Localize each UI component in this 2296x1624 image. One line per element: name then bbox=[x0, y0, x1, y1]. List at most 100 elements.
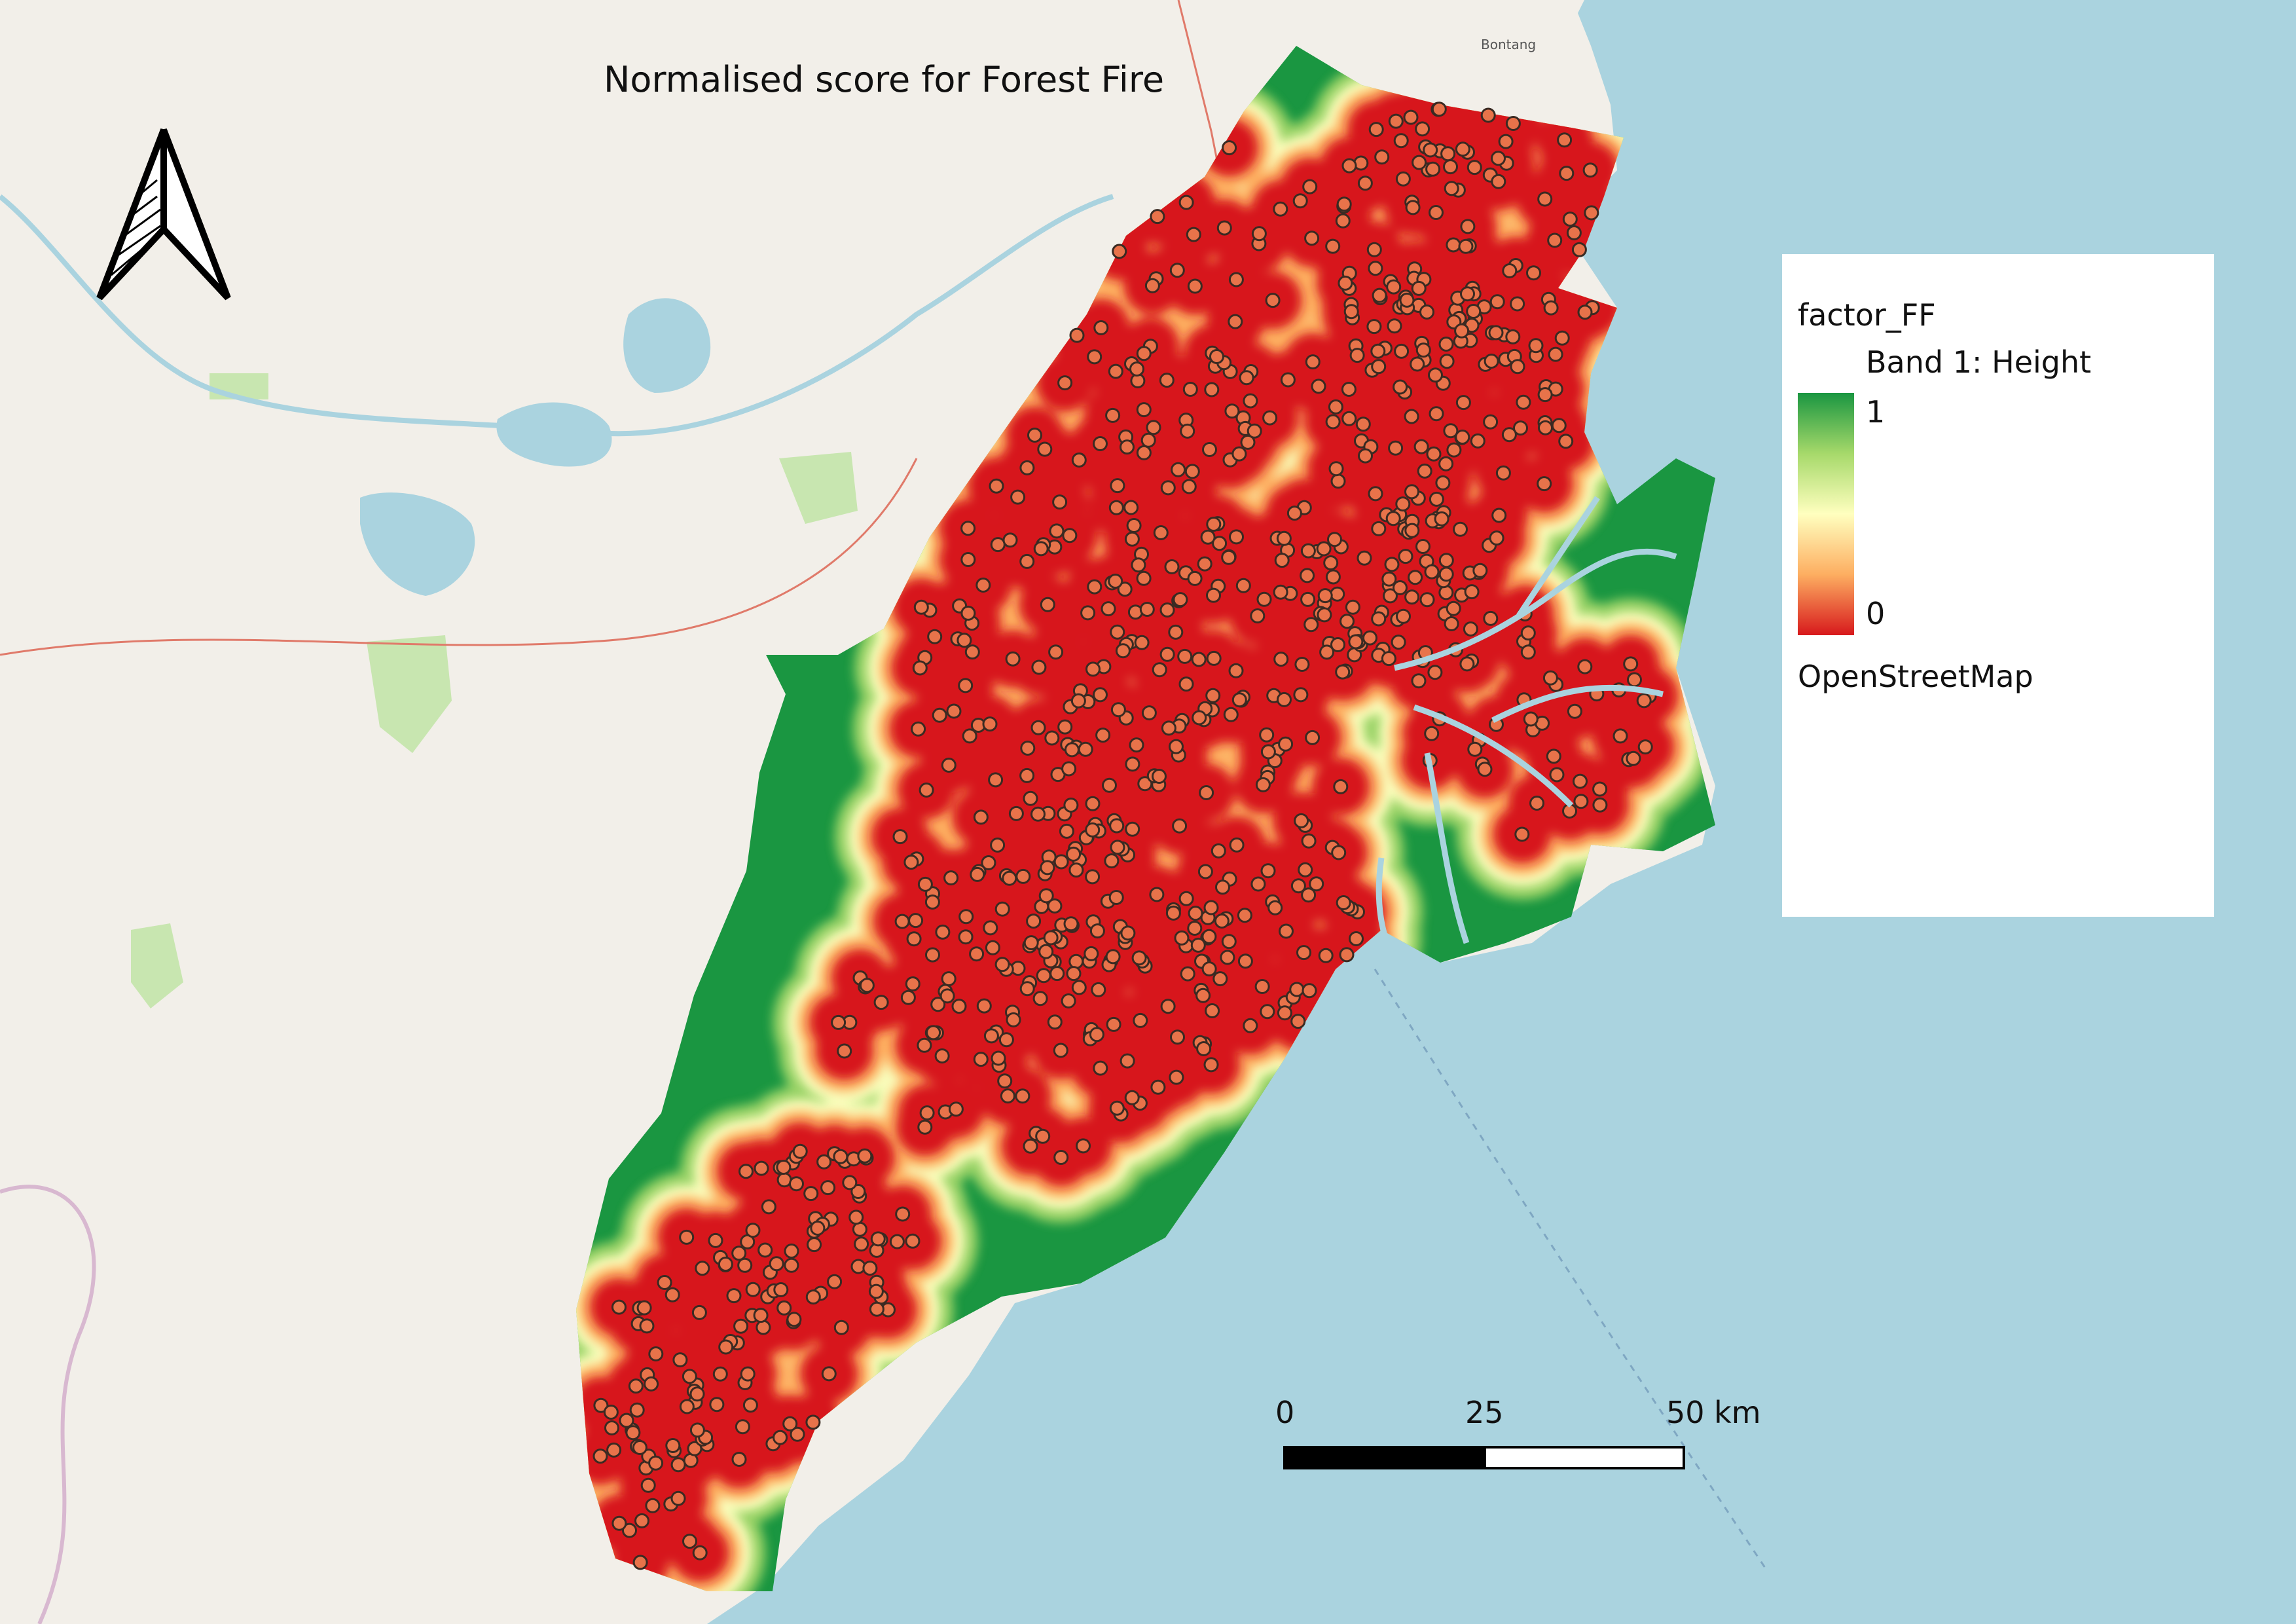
fire-point-marker bbox=[679, 1399, 695, 1414]
fire-point-marker bbox=[948, 1101, 964, 1117]
fire-point-marker bbox=[1181, 479, 1197, 494]
fire-point-marker bbox=[1087, 579, 1102, 595]
fire-point-marker bbox=[1169, 1069, 1184, 1085]
fire-point-marker bbox=[1201, 929, 1217, 944]
fire-point-marker bbox=[981, 855, 996, 870]
fire-point-marker bbox=[988, 772, 1004, 788]
fire-point-marker bbox=[1429, 406, 1444, 422]
fire-point-marker bbox=[1076, 1138, 1091, 1154]
fire-point-marker bbox=[1548, 346, 1563, 362]
fire-point-marker bbox=[1187, 570, 1203, 586]
fire-point-marker bbox=[604, 1420, 619, 1435]
fire-point-marker bbox=[1228, 314, 1243, 329]
fire-point-marker bbox=[1031, 659, 1047, 675]
fire-point-marker bbox=[998, 1032, 1014, 1048]
fire-point-marker bbox=[1188, 906, 1203, 921]
fire-point-marker bbox=[1105, 949, 1121, 965]
fire-point-marker bbox=[1149, 887, 1165, 902]
fire-point-marker bbox=[1180, 423, 1195, 439]
fire-point-marker bbox=[1336, 196, 1352, 212]
fire-point-marker bbox=[1005, 651, 1021, 667]
fire-point-marker bbox=[1020, 741, 1036, 756]
fire-point-marker bbox=[973, 1052, 989, 1067]
fire-point-marker bbox=[1159, 373, 1175, 388]
fire-point-marker bbox=[816, 1154, 832, 1170]
fire-point-marker bbox=[1030, 720, 1046, 735]
park bbox=[131, 923, 183, 1008]
fire-point-marker bbox=[757, 1242, 773, 1258]
fire-point-marker bbox=[1206, 517, 1222, 532]
fire-point-marker bbox=[1551, 418, 1567, 434]
fire-point-marker bbox=[1626, 750, 1641, 766]
fire-point-marker bbox=[1192, 710, 1207, 726]
fire-point-marker bbox=[1491, 151, 1506, 166]
fire-point-marker bbox=[1115, 643, 1131, 659]
fire-point-marker bbox=[1235, 578, 1251, 593]
fire-point-marker bbox=[1019, 767, 1035, 783]
fire-point-marker bbox=[1224, 403, 1240, 419]
fire-point-marker bbox=[1196, 1041, 1212, 1056]
fire-point-marker bbox=[1168, 624, 1184, 640]
fire-point-marker bbox=[960, 605, 976, 621]
fire-point-marker bbox=[976, 998, 992, 1014]
fire-point-marker bbox=[1247, 423, 1262, 439]
fire-point-marker bbox=[1328, 461, 1344, 477]
fire-point-marker bbox=[1623, 656, 1639, 672]
fire-point-marker bbox=[1510, 359, 1525, 375]
fire-point-marker bbox=[1319, 644, 1335, 660]
shipping-lane bbox=[1374, 969, 1769, 1572]
fire-point-marker bbox=[1358, 448, 1373, 464]
fire-point-marker bbox=[1341, 411, 1357, 426]
fire-point-marker bbox=[773, 1430, 788, 1445]
fire-point-marker bbox=[1438, 337, 1454, 352]
fire-point-marker bbox=[1195, 987, 1211, 1003]
fire-point-marker bbox=[592, 1449, 608, 1464]
fire-point-marker bbox=[1393, 379, 1408, 395]
fire-point-marker bbox=[1202, 442, 1217, 457]
fire-point-marker bbox=[1411, 280, 1427, 296]
fire-point-marker bbox=[1093, 320, 1109, 335]
fire-point-marker bbox=[962, 728, 977, 744]
fire-point-marker bbox=[903, 855, 919, 870]
fire-point-marker bbox=[1059, 823, 1074, 839]
scale-bar-segment-black bbox=[1283, 1446, 1485, 1469]
fire-point-marker bbox=[930, 997, 946, 1012]
fire-point-marker bbox=[1267, 900, 1283, 915]
fire-point-marker bbox=[1187, 278, 1203, 294]
fire-point-marker bbox=[1063, 916, 1079, 932]
fire-point-marker bbox=[1152, 769, 1167, 784]
fire-point-marker bbox=[1438, 553, 1454, 568]
fire-point-marker bbox=[1549, 767, 1565, 783]
fire-point-marker bbox=[1543, 300, 1559, 316]
fire-point-marker bbox=[1404, 589, 1420, 605]
fire-point-marker bbox=[773, 1282, 789, 1297]
fire-point-marker bbox=[1033, 541, 1049, 557]
fire-point-marker bbox=[1280, 372, 1296, 388]
fire-point-marker bbox=[1371, 611, 1387, 627]
fire-point-marker bbox=[1325, 569, 1341, 585]
fire-point-marker bbox=[1203, 900, 1219, 915]
fire-point-marker bbox=[1438, 585, 1454, 600]
fire-point-marker bbox=[1439, 354, 1455, 369]
fire-point-marker bbox=[695, 1261, 710, 1276]
fire-point-marker bbox=[1066, 846, 1082, 862]
fire-point-marker bbox=[753, 1308, 769, 1323]
fire-point-marker bbox=[1381, 571, 1397, 587]
fire-point-marker bbox=[1019, 460, 1035, 475]
fire-point-marker bbox=[1026, 913, 1042, 929]
fire-point-marker bbox=[1184, 464, 1200, 479]
fire-point-marker bbox=[1201, 961, 1217, 977]
fire-point-marker bbox=[1399, 292, 1415, 308]
fire-point-marker bbox=[1393, 133, 1409, 149]
fire-point-marker bbox=[946, 703, 962, 719]
fire-point-marker bbox=[1038, 944, 1054, 959]
fire-point-marker bbox=[1002, 532, 1018, 548]
fire-point-marker bbox=[1150, 209, 1165, 225]
fire-point-marker bbox=[1582, 162, 1598, 178]
fire-point-marker bbox=[805, 1414, 821, 1430]
fire-point-marker bbox=[622, 1522, 637, 1538]
fire-point-marker bbox=[1165, 905, 1181, 921]
fire-point-marker bbox=[932, 707, 947, 723]
fire-point-marker bbox=[593, 1397, 609, 1413]
fire-point-marker bbox=[1368, 122, 1384, 138]
